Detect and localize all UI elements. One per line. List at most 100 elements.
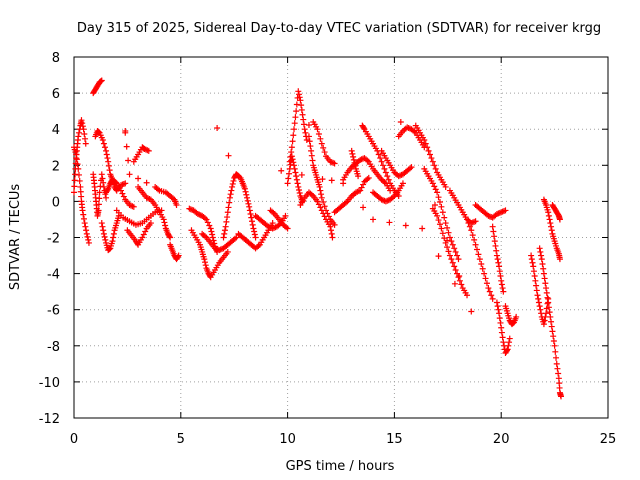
data-point-plus (449, 259, 456, 266)
series-arc-25 (305, 133, 338, 228)
data-point-plus (539, 260, 546, 267)
data-point-plus (465, 220, 472, 227)
data-point-plus (289, 138, 296, 145)
data-point-plus (380, 162, 387, 169)
x-tick-label: 20 (493, 432, 510, 447)
data-point-plus (75, 129, 82, 136)
data-point-plus (434, 189, 441, 196)
data-point-plus (305, 121, 312, 128)
data-point-plus (537, 306, 544, 313)
data-point-plus (229, 180, 236, 187)
data-point-plus (82, 140, 89, 147)
data-point-plus (71, 183, 78, 190)
data-point-plus (247, 211, 254, 218)
series-arc-29 (348, 147, 362, 180)
data-point-plus (350, 156, 357, 163)
series-arc-15 (188, 227, 231, 281)
data-point-plus (82, 223, 89, 230)
data-point-plus (554, 365, 561, 372)
data-point-plus (452, 248, 459, 255)
data-point-plus (429, 158, 436, 165)
series-arc-31 (370, 180, 406, 205)
data-point-plus (472, 218, 479, 225)
data-point-plus (545, 212, 552, 219)
data-point-plus (145, 147, 152, 154)
series-arc-07 (103, 176, 137, 210)
data-point-plus (139, 234, 146, 241)
data-point-plus (110, 234, 117, 241)
data-point-plus (252, 234, 259, 241)
series-arc-45 (540, 196, 563, 263)
data-point-plus (492, 242, 499, 249)
series-arc-26 (310, 118, 338, 167)
y-tick-label: -12 (39, 412, 60, 427)
data-point-plus (360, 204, 367, 211)
data-point-plus (104, 186, 111, 193)
data-point-plus (498, 281, 505, 288)
data-point-plus (444, 244, 451, 251)
data-point-plus (72, 171, 79, 178)
data-point-plus (315, 131, 322, 138)
data-point-plus (320, 199, 327, 206)
data-point-plus (432, 186, 439, 193)
data-point-plus (300, 121, 307, 128)
data-point-plus (360, 124, 367, 131)
data-point-plus (222, 223, 229, 230)
data-point-plus (432, 165, 439, 172)
data-point-plus (166, 233, 173, 240)
series-arc-17 (220, 171, 242, 241)
data-point-plus (301, 126, 308, 133)
data-point-plus (408, 164, 415, 171)
data-point-plus (95, 201, 102, 208)
data-point-plus (291, 120, 298, 127)
data-point-plus (75, 171, 82, 178)
data-point-plus (490, 228, 497, 235)
data-point-plus (328, 230, 335, 237)
data-point-plus (78, 117, 85, 124)
data-point-plus (233, 234, 240, 241)
data-point-plus (95, 129, 102, 136)
data-point-plus (500, 339, 507, 346)
data-point-plus (251, 228, 258, 235)
data-point-plus (553, 360, 560, 367)
data-point-plus (504, 346, 511, 353)
data-point-plus (446, 252, 453, 259)
data-point-plus (499, 285, 506, 292)
data-point-plus (545, 209, 552, 216)
data-point-plus (330, 159, 337, 166)
data-point-plus (226, 199, 233, 206)
data-point-plus (496, 315, 503, 322)
data-point-plus (201, 256, 208, 263)
data-point-plus (503, 347, 510, 354)
data-point-plus (307, 143, 314, 150)
series-arc-38 (464, 216, 496, 302)
data-point-plus (242, 188, 249, 195)
data-point-plus (75, 133, 82, 140)
data-point-plus (331, 160, 338, 167)
data-point-plus (204, 219, 211, 226)
data-point-plus (206, 222, 213, 229)
data-point-plus (101, 233, 108, 240)
data-point-plus (436, 199, 443, 206)
data-point-plus (533, 282, 540, 289)
data-point-plus (125, 157, 132, 164)
y-tick-label: -6 (47, 304, 60, 319)
data-point-plus (340, 180, 347, 187)
data-point-plus (117, 187, 124, 194)
series-arc-22 (286, 88, 310, 165)
data-point-plus (175, 252, 182, 259)
data-point-plus (241, 185, 248, 192)
series-arc-13 (167, 241, 182, 263)
data-point-plus (549, 328, 556, 335)
data-point-plus (321, 149, 328, 156)
series-arc-01 (71, 144, 92, 246)
data-point-plus (541, 317, 548, 324)
y-tick-label: 0 (52, 195, 60, 210)
data-point-plus (444, 237, 451, 244)
data-point-plus (438, 203, 445, 210)
data-point-plus (446, 234, 453, 241)
data-point-plus (318, 140, 325, 147)
data-point-plus (481, 270, 488, 277)
data-point-plus (295, 183, 302, 190)
data-point-plus (291, 126, 298, 133)
